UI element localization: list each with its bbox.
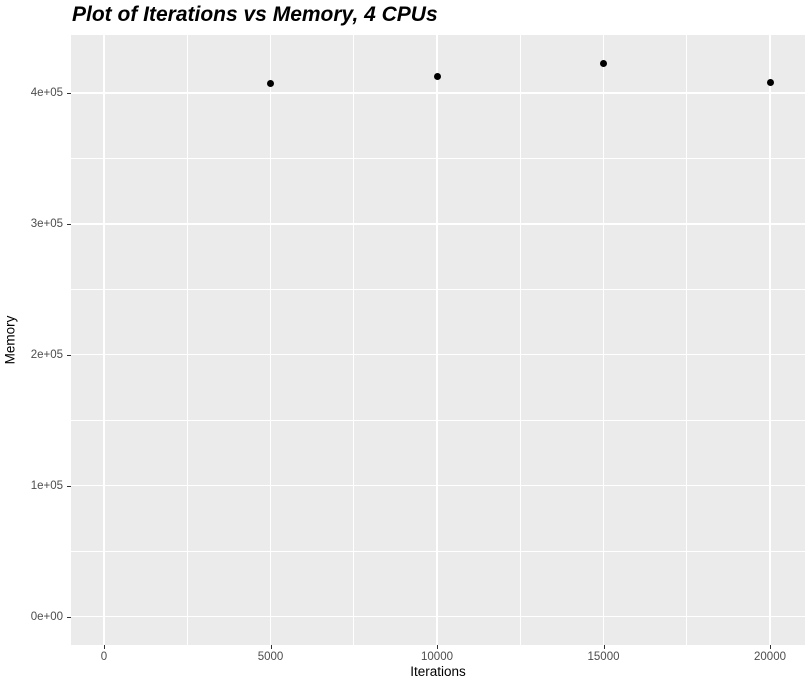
y-tick-mark	[67, 92, 71, 94]
x-tick-mark	[603, 645, 605, 649]
plot-panel	[71, 35, 805, 645]
x-tick-mark	[270, 645, 272, 649]
y-tick-mark	[67, 223, 71, 225]
x-tick-label: 10000	[421, 651, 453, 663]
data-point	[267, 79, 274, 87]
x-tick-mark	[104, 645, 105, 649]
minor-gridline-y	[71, 288, 805, 290]
x-tick-label: 0	[100, 651, 108, 663]
y-tick-label: 0e+00	[30, 610, 63, 623]
major-gridline-x	[769, 35, 771, 645]
minor-gridline-x	[519, 35, 521, 645]
y-tick-label: 1e+05	[30, 479, 63, 492]
major-gridline-x	[436, 35, 438, 645]
minor-gridline-y	[71, 419, 805, 421]
x-tick-label: 5000	[257, 651, 284, 663]
y-tick-mark	[67, 616, 71, 618]
x-tick-label: 20000	[754, 651, 786, 663]
y-tick-label: 4e+05	[30, 86, 63, 99]
y-tick-mark	[67, 354, 71, 356]
major-gridline-y	[71, 91, 805, 94]
y-tick-mark	[67, 485, 71, 487]
y-axis-title: Memory	[2, 315, 18, 365]
minor-gridline-x	[186, 35, 188, 645]
major-gridline-x	[103, 35, 105, 645]
x-tick-mark	[770, 645, 771, 649]
data-point	[600, 60, 607, 68]
data-point	[766, 78, 774, 86]
minor-gridline-y	[71, 550, 805, 552]
major-gridline-x	[269, 35, 272, 645]
y-tick-label: 3e+05	[30, 217, 63, 230]
major-gridline-y	[71, 615, 805, 618]
minor-gridline-x	[686, 35, 688, 645]
major-gridline-y	[71, 222, 805, 225]
x-tick-mark	[437, 645, 438, 649]
major-gridline-y	[71, 353, 805, 356]
major-gridline-y	[71, 484, 805, 487]
y-tick-label: 2e+05	[30, 348, 63, 361]
x-axis-title: Iterations	[410, 664, 466, 679]
x-tick-label: 15000	[587, 651, 620, 663]
plot-title: Plot of Iterations vs Memory, 4 CPUs	[72, 3, 438, 26]
minor-gridline-x	[353, 35, 355, 645]
minor-gridline-y	[71, 157, 805, 159]
data-point	[433, 73, 441, 81]
major-gridline-x	[602, 35, 605, 645]
